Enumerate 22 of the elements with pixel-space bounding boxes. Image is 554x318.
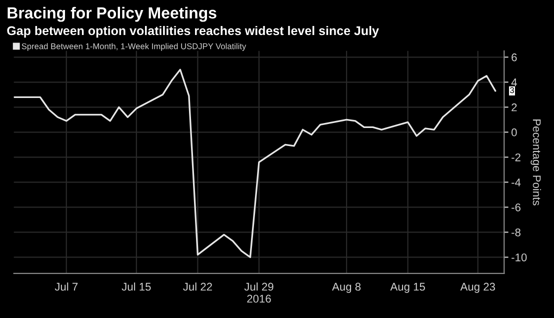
chart-title: Bracing for Policy Meetings [8, 6, 216, 22]
x-tick-label: Aug 15 [390, 282, 425, 293]
y-tick-label: 2 [512, 103, 517, 112]
x-tick-label: Jul 22 [183, 282, 212, 291]
data-label: 3 [510, 87, 514, 94]
y-tick-label: 0 [512, 128, 517, 136]
x-tick-label: Jul 29 2016 [244, 282, 274, 303]
y-tick-label: 6 [512, 53, 517, 62]
legend-label: Spread Between 1-Month, 1-Week Implied USDJPY Volatility [22, 43, 246, 51]
x-tick-label: Aug 23 [460, 282, 495, 293]
x-tick-label: Jul 7 [54, 282, 78, 291]
chart-subtitle: Gap between option volatilities reaches widest level since July [7, 26, 379, 38]
y-tick-label: -10 [512, 253, 527, 262]
y-tick-label: -6 [512, 203, 520, 212]
x-tick-label: Aug 8 [332, 282, 361, 293]
y-tick-label: -8 [512, 228, 520, 236]
y-axis-title: Pecentage Points [530, 120, 542, 206]
y-tick-label: -2 [512, 153, 520, 162]
x-tick-label: Jul 15 [122, 282, 151, 291]
line-series [14, 68, 496, 258]
y-tick-label: -4 [512, 178, 521, 186]
y-tick-label: 4 [511, 78, 517, 86]
